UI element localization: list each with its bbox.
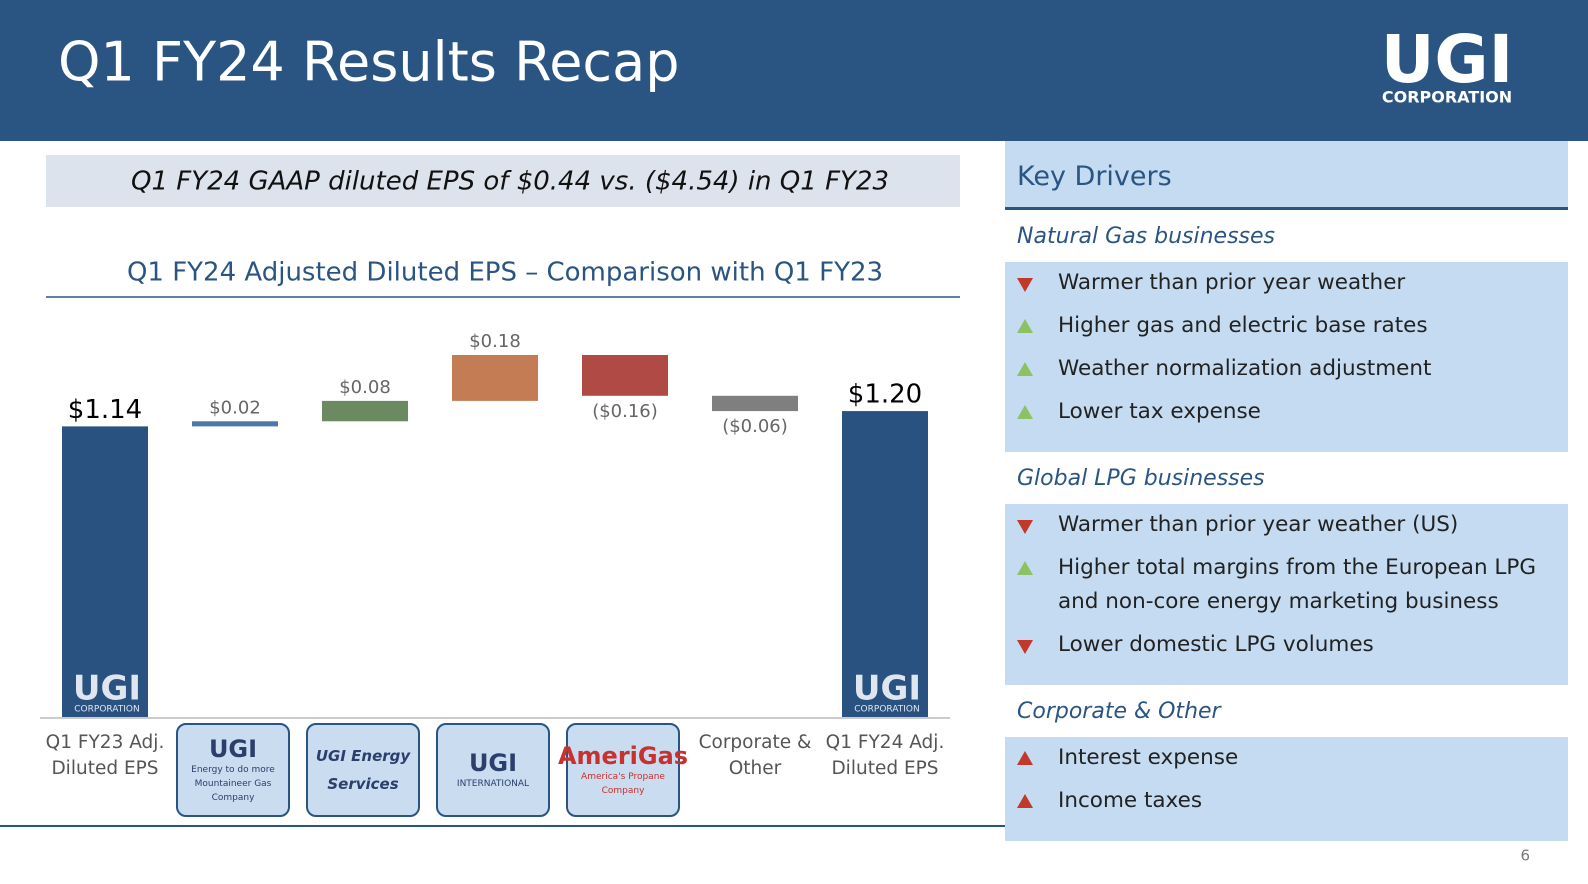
driver-text: Income taxes <box>1058 788 1203 813</box>
bar <box>452 355 538 401</box>
arrow-shape <box>1017 751 1033 765</box>
driver-arrow <box>1017 794 1033 808</box>
logo-text: UGI <box>468 749 518 777</box>
segment-logo: UGI Energy to do more Mountaineer Gas Comp… <box>176 723 290 817</box>
bar <box>582 355 668 396</box>
driver-text: Warmer than prior year weather <box>1058 270 1406 295</box>
bar <box>62 426 148 717</box>
driver-text: Interest expense <box>1058 745 1239 770</box>
arrow-shape <box>1017 405 1033 419</box>
bar <box>192 421 278 427</box>
section-title: Natural Gas businesses <box>1017 224 1276 249</box>
section-band: Warmer than prior year weather Higher gas… <box>1005 262 1568 452</box>
value-label: ($0.16) <box>592 401 658 422</box>
logo-text: AmeriGas <box>557 742 689 770</box>
driver-text: Higher total margins from the European L… <box>1058 555 1537 614</box>
section-band: Interest expense Income taxes <box>1005 737 1568 841</box>
arrow-shape <box>1017 561 1033 575</box>
segment-logo: UGI Energy Services <box>306 723 420 817</box>
driver-text: Lower domestic LPG volumes <box>1058 632 1374 657</box>
driver-arrow <box>1017 751 1033 765</box>
driver-item: Interest expense <box>1005 741 1568 775</box>
driver-item: Warmer than prior year weather <box>1005 266 1568 300</box>
driver-arrow <box>1017 362 1033 376</box>
logo-text: UGI <box>208 735 258 763</box>
driver-arrow <box>1017 520 1033 534</box>
bar-logo-sub: CORPORATION <box>74 705 139 715</box>
bar <box>322 400 408 422</box>
driver-item: Income taxes <box>1005 784 1568 818</box>
driver-arrow <box>1017 405 1033 419</box>
page-number: 6 <box>1520 847 1530 865</box>
value-label: $1.20 <box>848 380 922 410</box>
driver-text: Lower tax expense <box>1058 399 1261 424</box>
value-label: $0.08 <box>339 377 391 398</box>
arrow-shape <box>1017 520 1033 534</box>
driver-item: Warmer than prior year weather (US) <box>1005 508 1568 542</box>
driver-arrow <box>1017 319 1033 333</box>
driver-item: Lower domestic LPG volumes <box>1005 628 1568 662</box>
gaap-box <box>46 155 960 207</box>
key-drivers: Key Drivers Natural Gas businesses Warmer… <box>1005 141 1568 841</box>
key-drivers-title: Key Drivers <box>1005 141 1568 210</box>
logo: UGI <box>1381 21 1513 98</box>
logo-text: Mountaineer Gas Company <box>194 779 272 803</box>
value-label: $1.14 <box>68 395 142 425</box>
section-band: Warmer than prior year weather (US) Highe… <box>1005 504 1568 685</box>
driver-item: Lower tax expense <box>1005 395 1568 429</box>
driver-item: Higher gas and electric base rates <box>1005 309 1568 343</box>
arrow-shape <box>1017 794 1033 808</box>
arrow-shape <box>1017 319 1033 333</box>
section-title: Corporate & Other <box>1017 699 1221 724</box>
arrow-shape <box>1017 640 1033 654</box>
section-title: Global LPG businesses <box>1017 466 1265 491</box>
arrow-shape <box>1017 362 1033 376</box>
segment-logo: AmeriGas America's Propane Company <box>558 723 688 817</box>
value-label: $0.18 <box>469 331 521 352</box>
driver-text: Weather normalization adjustment <box>1058 356 1432 381</box>
driver-arrow <box>1017 278 1033 292</box>
driver-arrow <box>1017 561 1033 575</box>
x-tick-label: Corporate & Other <box>698 732 812 779</box>
bar-logo-sub: CORPORATION <box>854 705 919 715</box>
driver-item: Higher total margins from the European L… <box>1005 551 1568 619</box>
value-label: $0.02 <box>209 397 261 418</box>
x-tick-label: Q1 FY23 Adj. Diluted EPS <box>45 732 165 779</box>
value-label: ($0.06) <box>722 416 788 437</box>
driver-text: Higher gas and electric base rates <box>1058 313 1428 338</box>
x-tick-label: Q1 FY24 Adj. Diluted EPS <box>825 732 945 779</box>
bar <box>712 395 798 412</box>
arrow-shape <box>1017 278 1033 292</box>
driver-text: Warmer than prior year weather (US) <box>1058 512 1459 537</box>
header-band <box>0 0 1588 141</box>
slide-title: Q1 FY24 Results Recap <box>58 31 679 94</box>
gaap-note: Q1 FY24 GAAP diluted EPS of $0.44 vs. ($… <box>131 167 889 197</box>
driver-item: Weather normalization adjustment <box>1005 352 1568 386</box>
logo-text: Energy to do more <box>191 765 275 775</box>
logo-text: America's Propane Company <box>581 772 665 796</box>
driver-arrow <box>1017 640 1033 654</box>
bar-logo: UGI <box>853 669 921 709</box>
segment-logo: UGI INTERNATIONAL <box>436 723 550 817</box>
logo-sub: CORPORATION <box>1382 88 1512 107</box>
bar <box>842 411 928 717</box>
logo-text: INTERNATIONAL <box>456 779 530 789</box>
bar-logo: UGI <box>73 669 141 709</box>
chart-title: Q1 FY24 Adjusted Diluted EPS – Compariso… <box>127 258 883 288</box>
logo-text: UGI Energy Services <box>315 747 411 793</box>
